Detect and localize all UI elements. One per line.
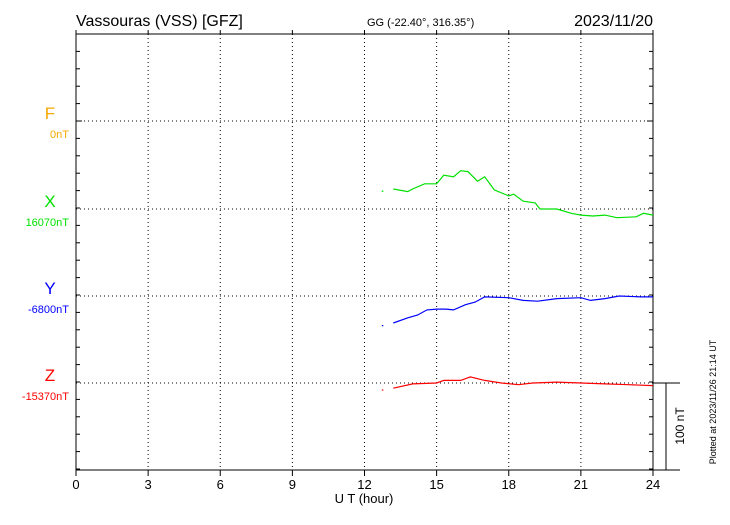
date: 2023/11/20 bbox=[574, 13, 653, 30]
series-name-f: F bbox=[45, 104, 55, 123]
baseline-label-y: -6800nT bbox=[28, 304, 69, 316]
series-line-x bbox=[381, 170, 654, 219]
station-title: Vassouras (VSS) [GFZ] bbox=[76, 13, 243, 30]
coordinates: GG (-22.40°, 316.35°) bbox=[367, 17, 474, 29]
x-tick-label: 0 bbox=[72, 477, 79, 492]
x-tick-label: 6 bbox=[217, 477, 224, 492]
plotted-note: Plotted at 2023/11/26 21:14 UT bbox=[708, 339, 718, 464]
x-tick-label: 3 bbox=[145, 477, 152, 492]
x-tick-label: 18 bbox=[502, 477, 516, 492]
baseline-label-f: 0nT bbox=[50, 129, 69, 141]
x-axis-label: U T (hour) bbox=[335, 491, 394, 506]
baseline-label-z: -15370nT bbox=[22, 391, 69, 403]
x-tick-label: 21 bbox=[574, 477, 588, 492]
x-tick-label: 15 bbox=[429, 477, 443, 492]
series-name-z: Z bbox=[45, 366, 55, 385]
baseline-label-x: 16070nT bbox=[26, 217, 70, 229]
series-line-z bbox=[381, 376, 654, 391]
x-tick-label: 24 bbox=[646, 477, 660, 492]
x-tick-label: 12 bbox=[357, 477, 371, 492]
x-tick-label: 9 bbox=[289, 477, 296, 492]
plot-frame bbox=[75, 33, 654, 471]
scale-bar-label: 100 nT bbox=[673, 407, 687, 445]
series-line-y bbox=[381, 295, 653, 327]
series-name-y: Y bbox=[44, 279, 55, 298]
series-name-x: X bbox=[44, 192, 55, 211]
